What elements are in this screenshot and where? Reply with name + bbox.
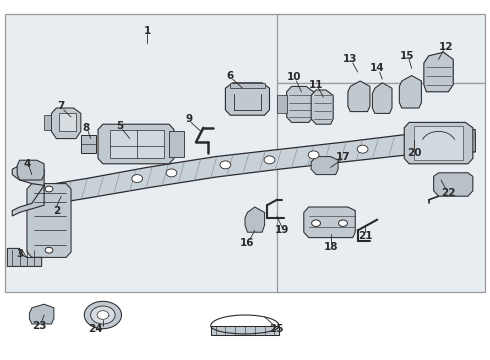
Polygon shape: [44, 130, 475, 205]
Polygon shape: [29, 304, 54, 324]
Text: 8: 8: [82, 123, 89, 133]
Polygon shape: [277, 83, 485, 292]
Polygon shape: [287, 86, 314, 122]
Text: 12: 12: [439, 42, 453, 52]
Text: 14: 14: [370, 63, 385, 73]
Text: 13: 13: [343, 54, 358, 64]
Polygon shape: [110, 130, 164, 158]
Text: 24: 24: [88, 324, 103, 334]
Text: 23: 23: [32, 321, 47, 331]
Text: 4: 4: [23, 159, 31, 169]
Circle shape: [308, 151, 319, 159]
Text: 11: 11: [309, 80, 323, 90]
Polygon shape: [434, 173, 473, 196]
Circle shape: [45, 247, 53, 253]
Text: 17: 17: [336, 152, 350, 162]
Text: 21: 21: [358, 231, 372, 241]
Polygon shape: [311, 157, 338, 175]
Text: 19: 19: [274, 225, 289, 235]
Polygon shape: [404, 122, 473, 164]
Text: 9: 9: [185, 114, 192, 124]
Polygon shape: [311, 90, 333, 124]
Polygon shape: [372, 83, 392, 113]
Polygon shape: [44, 115, 51, 130]
Polygon shape: [424, 52, 453, 92]
Text: 2: 2: [53, 206, 60, 216]
Circle shape: [91, 306, 115, 324]
Text: 20: 20: [407, 148, 421, 158]
Circle shape: [220, 161, 231, 169]
Polygon shape: [59, 113, 76, 131]
Circle shape: [84, 301, 122, 329]
Circle shape: [312, 220, 320, 226]
Polygon shape: [277, 95, 287, 113]
Text: 22: 22: [441, 188, 456, 198]
Text: 25: 25: [270, 324, 284, 334]
Text: 10: 10: [287, 72, 301, 82]
Circle shape: [132, 175, 143, 183]
Polygon shape: [17, 160, 44, 180]
Text: 16: 16: [240, 238, 255, 248]
Polygon shape: [169, 131, 184, 157]
Polygon shape: [348, 81, 370, 112]
Circle shape: [97, 311, 109, 319]
Polygon shape: [230, 83, 265, 88]
Polygon shape: [211, 326, 279, 335]
Text: 3: 3: [16, 249, 23, 259]
Polygon shape: [51, 108, 81, 139]
Polygon shape: [7, 248, 42, 266]
Polygon shape: [5, 14, 279, 292]
Polygon shape: [98, 124, 174, 164]
Circle shape: [45, 186, 53, 192]
Polygon shape: [81, 135, 96, 153]
Circle shape: [264, 156, 275, 164]
Text: 15: 15: [399, 51, 414, 61]
Circle shape: [339, 220, 347, 226]
Text: 1: 1: [144, 26, 150, 36]
Polygon shape: [12, 166, 44, 216]
Text: 18: 18: [323, 242, 338, 252]
Polygon shape: [304, 207, 355, 238]
Text: 7: 7: [57, 101, 65, 111]
Polygon shape: [414, 126, 463, 160]
Polygon shape: [27, 184, 71, 257]
Polygon shape: [225, 83, 270, 115]
Text: 6: 6: [227, 71, 234, 81]
Circle shape: [357, 145, 368, 153]
Polygon shape: [245, 207, 265, 232]
Polygon shape: [399, 76, 421, 108]
Circle shape: [166, 169, 177, 177]
Text: 5: 5: [117, 121, 123, 131]
Polygon shape: [277, 14, 485, 83]
